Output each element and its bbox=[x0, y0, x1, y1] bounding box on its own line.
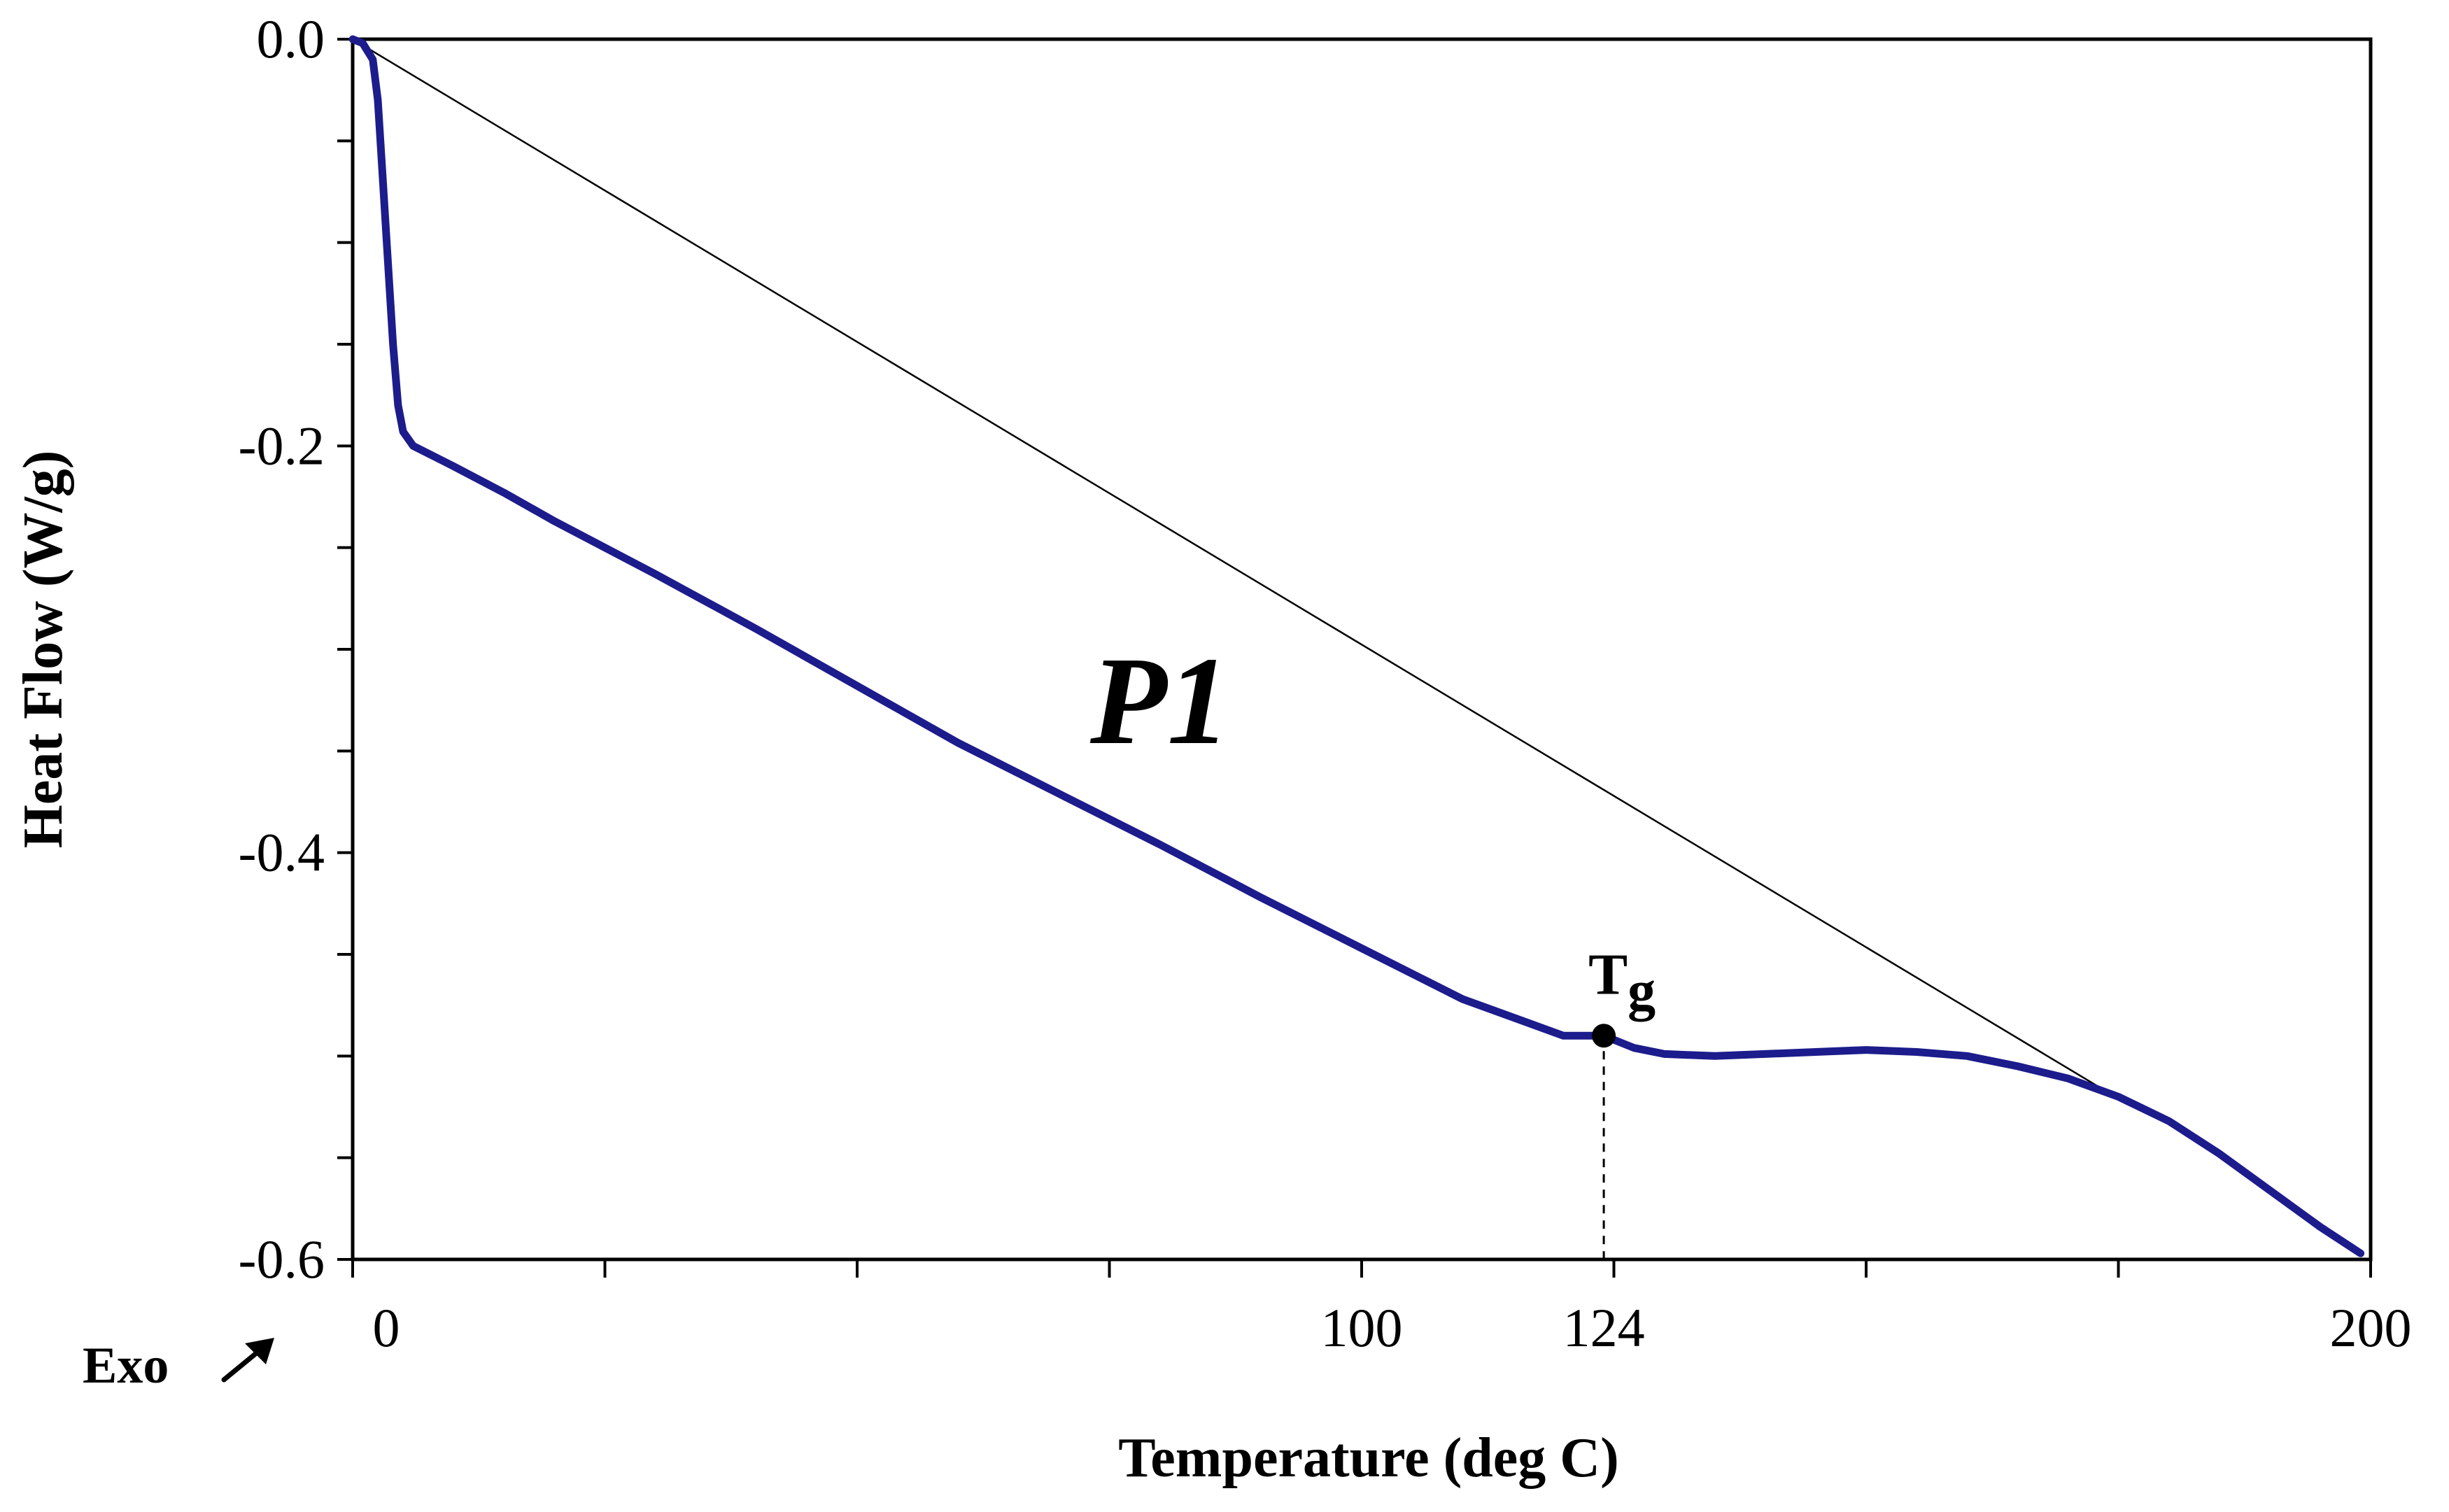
x-tick-label: 200 bbox=[2330, 1297, 2412, 1358]
exo-label: Exo bbox=[83, 1337, 169, 1394]
x-tick-label: 100 bbox=[1321, 1297, 1403, 1358]
x-axis-title: Temperature (deg C) bbox=[1118, 1427, 1618, 1489]
exo-arrow-head bbox=[245, 1338, 274, 1364]
x-tick-label: 0 bbox=[373, 1297, 400, 1358]
tg-label: Tg bbox=[1588, 942, 1656, 1022]
tg-label-subscript: g bbox=[1628, 960, 1656, 1022]
text-layer: 0.0 -0.2 -0.4 -0.6 0 100 124 200 Temperature (de… bbox=[13, 8, 2412, 1489]
y-tick-label: -0.4 bbox=[239, 822, 325, 883]
x-tick-label: 124 bbox=[1563, 1297, 1645, 1358]
y-tick-label: 0.0 bbox=[257, 8, 325, 69]
axes-layer bbox=[337, 37, 2373, 1278]
y-tick-label: -0.2 bbox=[239, 415, 325, 476]
y-axis-title: Heat Flow (W/g) bbox=[13, 451, 74, 849]
arrow-up-right-icon bbox=[221, 1338, 274, 1383]
tg-marker bbox=[1592, 1024, 1616, 1048]
baseline-line bbox=[352, 38, 2099, 1087]
plot-layer bbox=[348, 35, 2365, 1259]
tg-label-main: T bbox=[1588, 942, 1628, 1007]
series-label-p1: P1 bbox=[1089, 631, 1230, 770]
series-line-p1 bbox=[348, 35, 2365, 1257]
y-tick-label: -0.6 bbox=[239, 1229, 325, 1290]
